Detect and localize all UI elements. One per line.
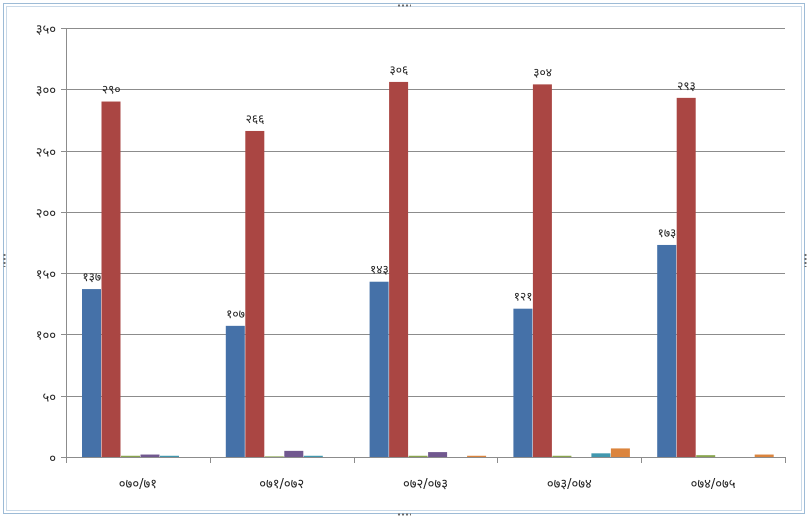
bar (676, 97, 696, 457)
data-label: ३०६ (389, 63, 408, 77)
bar (467, 455, 487, 457)
bar (82, 289, 101, 457)
y-tick-label: २०० (36, 207, 56, 222)
bar (303, 455, 323, 457)
bar (284, 450, 304, 457)
data-label: १२१ (514, 290, 533, 304)
y-tick-label: ३५० (36, 23, 56, 38)
bars (82, 81, 774, 458)
data-label: १३७ (82, 270, 101, 284)
x-axis: ०७०/७१ ०७१/०७२ ०७२/०७३ ०७३/०७४ ०७४/०७५ (66, 457, 786, 492)
data-label: १७३ (658, 226, 677, 240)
x-tick-label: ०७३/०७४ (547, 477, 592, 492)
resize-handle-right[interactable] (803, 253, 808, 267)
bar (121, 455, 140, 457)
bar (225, 325, 245, 457)
x-tick-label: ०७१/०७२ (259, 477, 304, 492)
bar (428, 452, 448, 457)
y-tick-label: ५० (42, 391, 56, 406)
resize-handle-bottom[interactable] (397, 512, 411, 517)
bar (264, 456, 284, 457)
bar (369, 281, 389, 457)
bar (389, 81, 409, 457)
y-tick-label: ० (49, 452, 56, 467)
y-tick-label: २५० (36, 146, 56, 161)
x-tick-label: ०७०/७१ (119, 477, 157, 492)
resize-handle-left[interactable] (2, 253, 7, 267)
data-label: १४३ (370, 263, 389, 277)
data-label: १०७ (226, 307, 245, 321)
y-tick-label: १०० (36, 329, 56, 344)
x-tick-label: ०७२/०७३ (403, 477, 448, 492)
bar (696, 455, 716, 457)
bar (552, 455, 572, 457)
resize-handle-top[interactable] (397, 3, 411, 8)
bar (140, 454, 160, 457)
y-tick-label: १५० (36, 268, 56, 283)
x-tick-label: ०७४/०७५ (691, 477, 736, 492)
bar (610, 448, 630, 457)
data-label: २९० (102, 83, 121, 97)
data-label: २६६ (246, 112, 265, 126)
bar (754, 454, 774, 457)
data-label: २९३ (677, 79, 696, 93)
bar (408, 455, 428, 457)
bar (532, 84, 552, 457)
data-labels: १३७ २९० १०७ २६६ १४३ ३०६ १२१ ३०४ १७३ २९३ (82, 63, 695, 321)
bar (160, 455, 179, 457)
y-tick-label: ३०० (36, 84, 56, 99)
y-axis: ० ५० १०० १५० २०० २५० ३०० ३५० (36, 23, 67, 467)
bar (101, 101, 121, 458)
bar (657, 244, 677, 457)
bar (591, 453, 611, 457)
bar (245, 130, 265, 457)
bar (513, 308, 533, 457)
data-label: ३०४ (533, 65, 552, 79)
